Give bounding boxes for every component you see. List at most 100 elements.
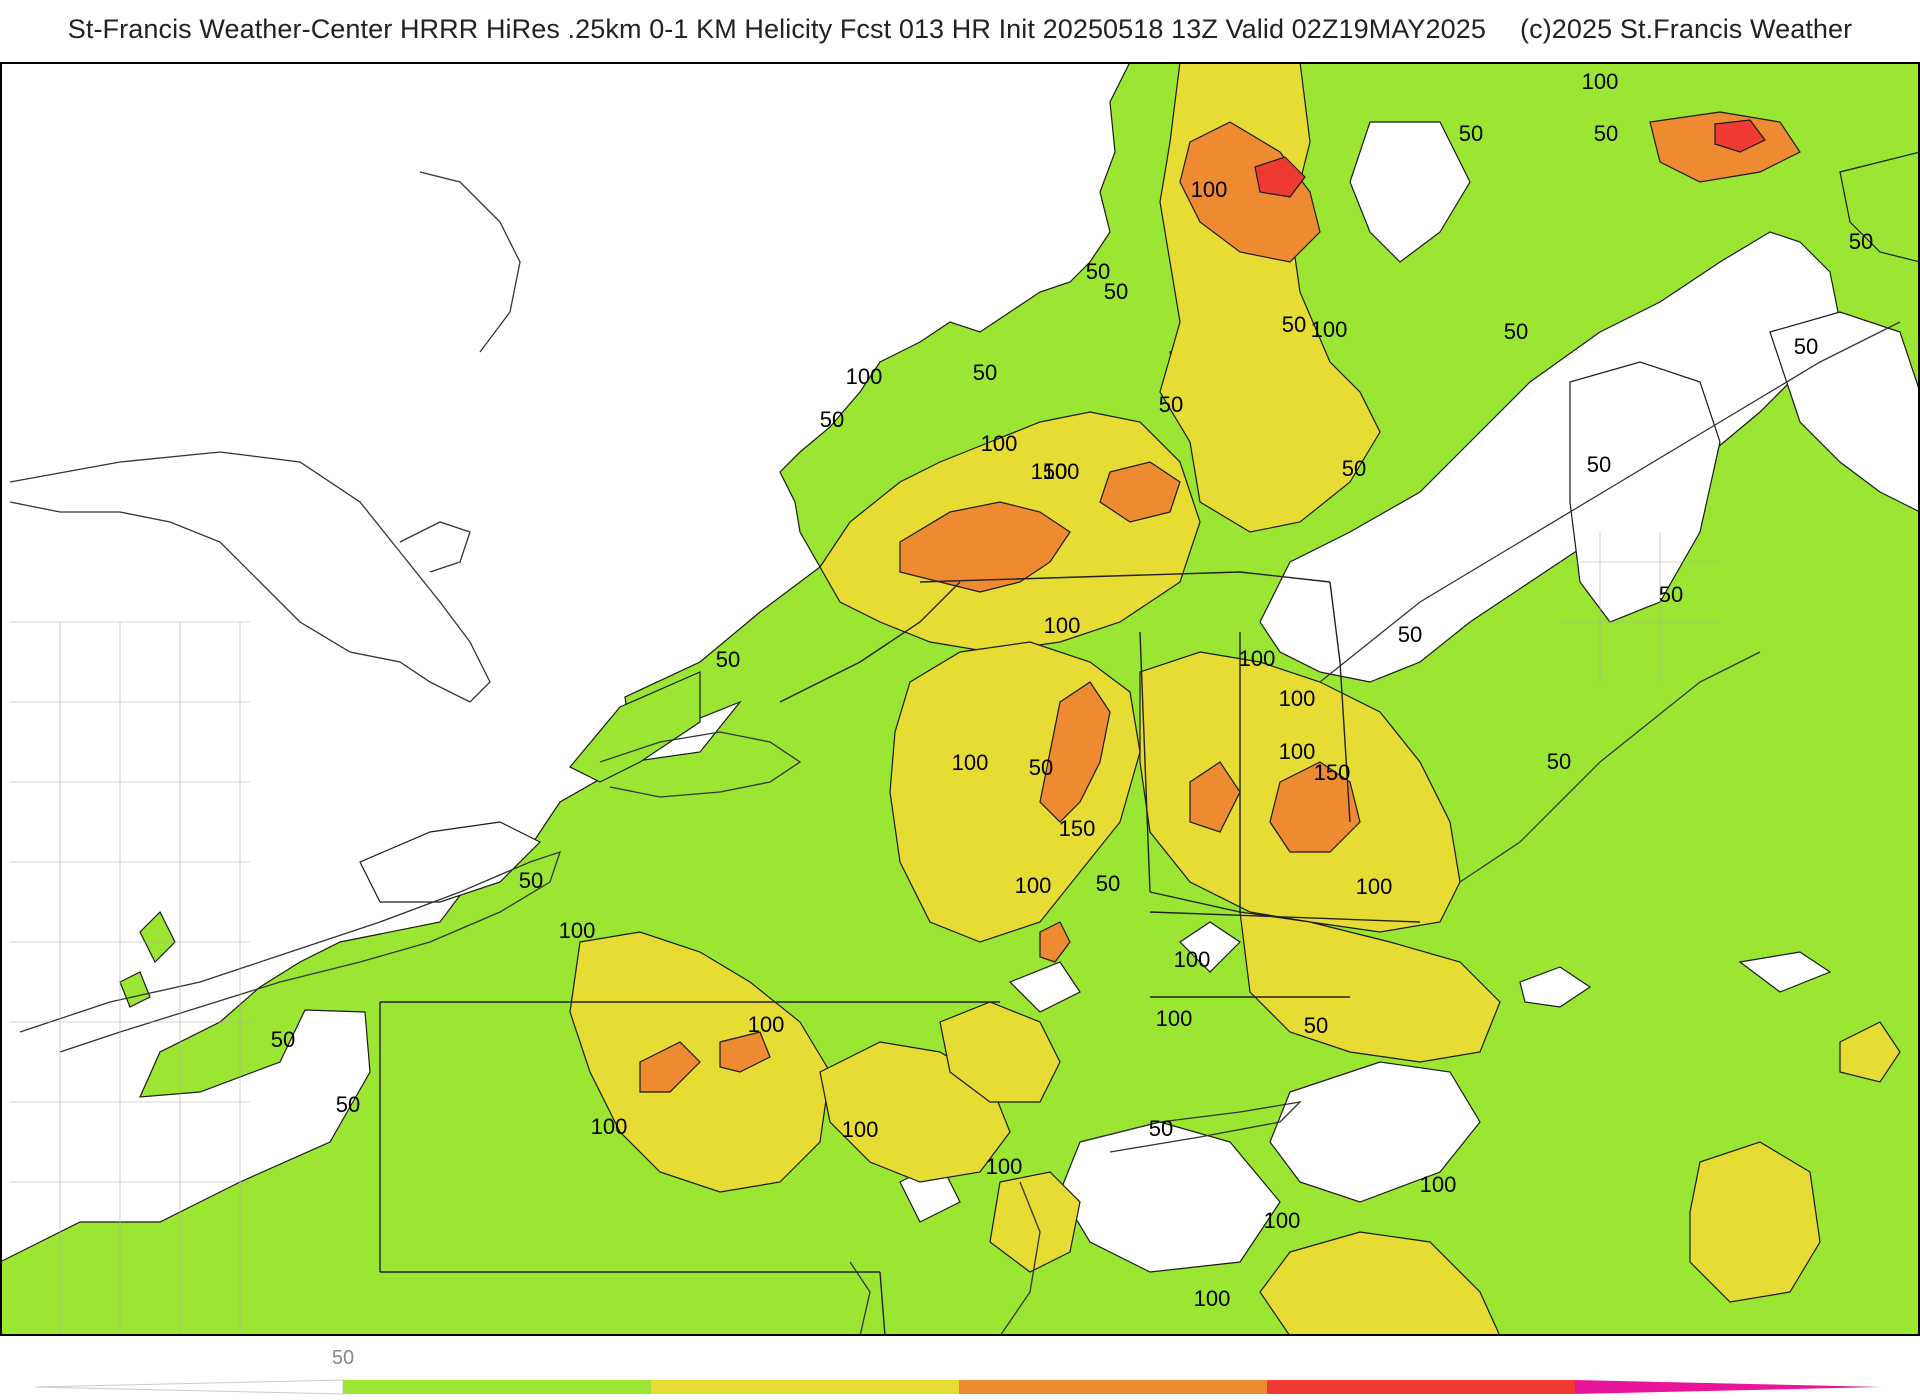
contour-label: 100 xyxy=(1044,613,1081,638)
contour-label: 100 xyxy=(1279,686,1316,711)
contour-label: 50 xyxy=(1029,755,1053,780)
helicity-100-area-ocean xyxy=(1259,1231,1501,1336)
helicity-150-area-on-east xyxy=(1099,461,1181,523)
map-panel: 100 50 50 100 50 50 50 50 100 50 50 100 … xyxy=(0,62,1920,1336)
contour-label: 50 xyxy=(716,647,740,672)
county-grid-west xyxy=(10,621,250,1336)
st-lawrence-coast xyxy=(1319,321,1901,683)
hole-nova xyxy=(1769,311,1920,513)
contour-label: 50 xyxy=(1304,1013,1328,1038)
contour-label: 100 xyxy=(1279,739,1316,764)
hole-ocean-4 xyxy=(1738,951,1832,993)
new-england-coast xyxy=(1459,651,1761,883)
contour-label: 100 xyxy=(1264,1208,1301,1233)
helicity-50-area-se-far xyxy=(1839,151,1920,263)
contour-label: 50 xyxy=(1794,334,1818,359)
contour-label: 50 xyxy=(1504,319,1528,344)
nh-me-border xyxy=(1329,581,1351,823)
hole-pa-1 xyxy=(1008,961,1081,1013)
helicity-150-area-pa-1 xyxy=(639,1041,701,1093)
georgian-bay-outline xyxy=(399,521,471,573)
helicity-50-area-west xyxy=(569,671,701,783)
contour-label: 50 xyxy=(1282,312,1306,337)
map-title: St-Francis Weather-Center HRRR HiRes .25… xyxy=(0,14,1920,45)
contour-label: 100 xyxy=(1582,69,1619,94)
contour-label: 50 xyxy=(1104,279,1128,304)
contour-label: 100 xyxy=(1015,873,1052,898)
contour-label: 50 xyxy=(1398,622,1422,647)
contour-label: 150 xyxy=(1314,760,1351,785)
contour-label: 50 xyxy=(1096,871,1120,896)
hole-ocean-3 xyxy=(1519,966,1592,1008)
helicity-100-area-ocean-ne xyxy=(1839,1021,1901,1083)
contour-label: 100 xyxy=(1420,1172,1457,1197)
contour-label: 50 xyxy=(1342,456,1366,481)
contour-label: 100 xyxy=(1043,459,1080,484)
contour-label: 150 xyxy=(1031,459,1068,484)
contour-label: 50 xyxy=(1659,582,1683,607)
ma-north-border xyxy=(1149,911,1421,923)
colorbar-tick-label: 50 xyxy=(332,1347,354,1369)
contour-label: 100 xyxy=(1194,1286,1231,1311)
colorbar-segment-50 xyxy=(343,1380,651,1394)
helicity-150-area-ontario xyxy=(899,501,1071,593)
contour-labels: 100 50 50 100 50 50 50 50 100 50 50 100 … xyxy=(271,69,1873,1311)
contour-label: 100 xyxy=(842,1117,879,1142)
colorbar: 50 xyxy=(0,1336,1920,1400)
helicity-200-area-qc-ne xyxy=(1714,119,1766,153)
contour-label: 50 xyxy=(1587,452,1611,477)
helicity-150-layer xyxy=(639,111,1801,1093)
helicity-100-area-nj xyxy=(989,1171,1081,1273)
contour-label: 50 xyxy=(1159,392,1183,417)
canada-us-border xyxy=(919,571,1331,583)
helicity-150-area-vt xyxy=(1189,761,1241,833)
contour-label: 100 xyxy=(1174,947,1211,972)
helicity-map: 100 50 50 100 50 50 50 50 100 50 50 100 … xyxy=(0,62,1920,1336)
contour-label: 100 xyxy=(559,918,596,943)
contour-label: 50 xyxy=(336,1092,360,1117)
copyright-text: (c)2025 St.Francis Weather xyxy=(1520,14,1853,44)
contour-label: 50 xyxy=(1149,1116,1173,1141)
colorbar-segment-below-50 xyxy=(34,1379,344,1395)
helicity-200-area-quebec xyxy=(1254,156,1306,198)
james-bay-coast xyxy=(419,171,521,353)
helicity-150-area-hudson xyxy=(1039,921,1071,963)
contour-label: 100 xyxy=(1311,317,1348,342)
lake-huron-outline xyxy=(9,451,491,703)
contour-label: 100 xyxy=(952,750,989,775)
helicity-150-area-ny xyxy=(1039,681,1111,823)
hole-ocean-1 xyxy=(1269,1061,1481,1203)
vt-nh-border xyxy=(1149,632,1241,913)
map-frame xyxy=(0,62,1920,1336)
geographic-outlines xyxy=(9,171,1901,1336)
nj-coast xyxy=(999,1181,1041,1336)
colorbar-segment-100 xyxy=(651,1380,959,1394)
contour-label: 100 xyxy=(1191,177,1228,202)
helicity-150-area-pa-2 xyxy=(719,1031,771,1073)
colorbar-svg: 50 xyxy=(34,1347,1882,1395)
contour-label: 100 xyxy=(1356,874,1393,899)
hole-ct xyxy=(1179,921,1241,973)
county-grid-east xyxy=(1560,532,1720,682)
contour-label: 100 xyxy=(1156,1006,1193,1031)
ny-vt-border xyxy=(1139,631,1151,893)
helicity-100-area-hudson xyxy=(939,1001,1061,1103)
long-island-outline xyxy=(1079,1101,1302,1153)
contour-label: 100 xyxy=(591,1114,628,1139)
contour-label: 50 xyxy=(1086,259,1110,284)
hole-lake-erie-area xyxy=(359,821,542,903)
colorbar-segment-250 xyxy=(1575,1380,1882,1394)
ny-north-border xyxy=(779,581,961,703)
contour-label: 100 xyxy=(986,1154,1023,1179)
hole-north-1 xyxy=(1349,121,1471,263)
state-borders xyxy=(379,571,1421,1336)
helicity-150-area-nh xyxy=(1269,761,1361,853)
contour-label: 150 xyxy=(1059,816,1096,841)
contour-label: 50 xyxy=(1849,229,1873,254)
helicity-150-area-quebec xyxy=(1179,121,1321,263)
helicity-100-area-ma xyxy=(1239,911,1501,1063)
colorbar-segment-200 xyxy=(1267,1380,1575,1394)
county-lines xyxy=(10,532,1720,1336)
contour-label: 50 xyxy=(1594,121,1618,146)
contour-label: 100 xyxy=(748,1012,785,1037)
